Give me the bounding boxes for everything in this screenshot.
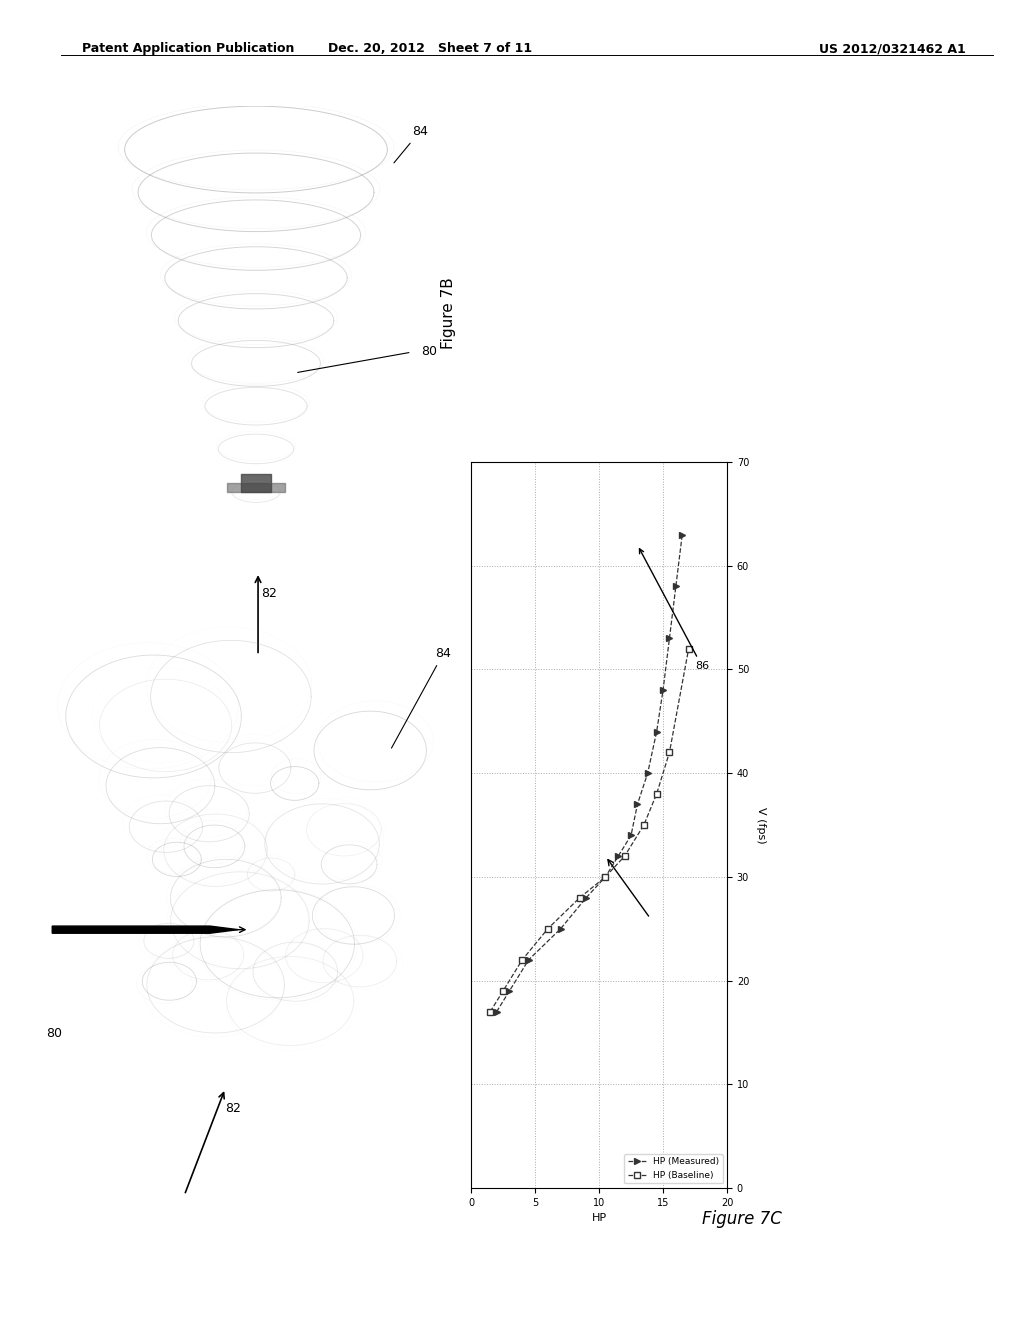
HP (Baseline) (618, 849, 631, 865)
HP (Measured) (599, 869, 611, 884)
HP (Baseline) (664, 744, 676, 760)
HP (Measured) (657, 682, 670, 698)
HP (Measured) (670, 578, 682, 594)
HP (Baseline) (542, 921, 554, 937)
HP (Baseline) (650, 785, 663, 801)
Y-axis label: V (fps): V (fps) (756, 807, 766, 843)
Text: 82: 82 (261, 587, 278, 601)
HP (Measured) (612, 849, 625, 865)
HP (Measured) (522, 952, 535, 968)
Text: Figure 7C: Figure 7C (702, 1209, 782, 1228)
HP (Baseline) (682, 640, 694, 656)
HP (Measured) (490, 1003, 503, 1019)
HP (Baseline) (516, 952, 528, 968)
HP (Measured) (650, 723, 663, 739)
Line: HP (Measured): HP (Measured) (494, 532, 685, 1015)
Text: 86: 86 (639, 549, 710, 672)
Polygon shape (52, 927, 238, 933)
Text: Figure 7A: Figure 7A (480, 822, 496, 894)
HP (Measured) (580, 890, 592, 906)
Text: 80: 80 (422, 345, 437, 358)
HP (Measured) (676, 527, 688, 543)
HP (Measured) (555, 921, 567, 937)
Text: Dec. 20, 2012   Sheet 7 of 11: Dec. 20, 2012 Sheet 7 of 11 (328, 42, 532, 55)
HP (Baseline) (638, 817, 650, 833)
HP (Baseline) (599, 869, 611, 884)
HP (Baseline) (497, 983, 509, 999)
Text: 84: 84 (391, 647, 452, 748)
HP (Measured) (504, 983, 515, 999)
Text: US 2012/0321462 A1: US 2012/0321462 A1 (819, 42, 966, 55)
HP (Measured) (625, 828, 637, 843)
HP (Measured) (664, 631, 676, 647)
X-axis label: HP: HP (592, 1213, 606, 1224)
Text: Figure 7B: Figure 7B (440, 277, 456, 350)
Line: HP (Baseline): HP (Baseline) (487, 645, 691, 1015)
HP (Baseline) (573, 890, 586, 906)
HP (Measured) (631, 796, 644, 812)
Text: 80: 80 (47, 1027, 62, 1040)
HP (Baseline) (484, 1003, 497, 1019)
Legend: HP (Measured), HP (Baseline): HP (Measured), HP (Baseline) (624, 1154, 723, 1184)
Text: 84: 84 (394, 125, 428, 162)
Text: Patent Application Publication: Patent Application Publication (82, 42, 294, 55)
Text: 82: 82 (225, 1102, 242, 1115)
HP (Measured) (641, 766, 653, 781)
